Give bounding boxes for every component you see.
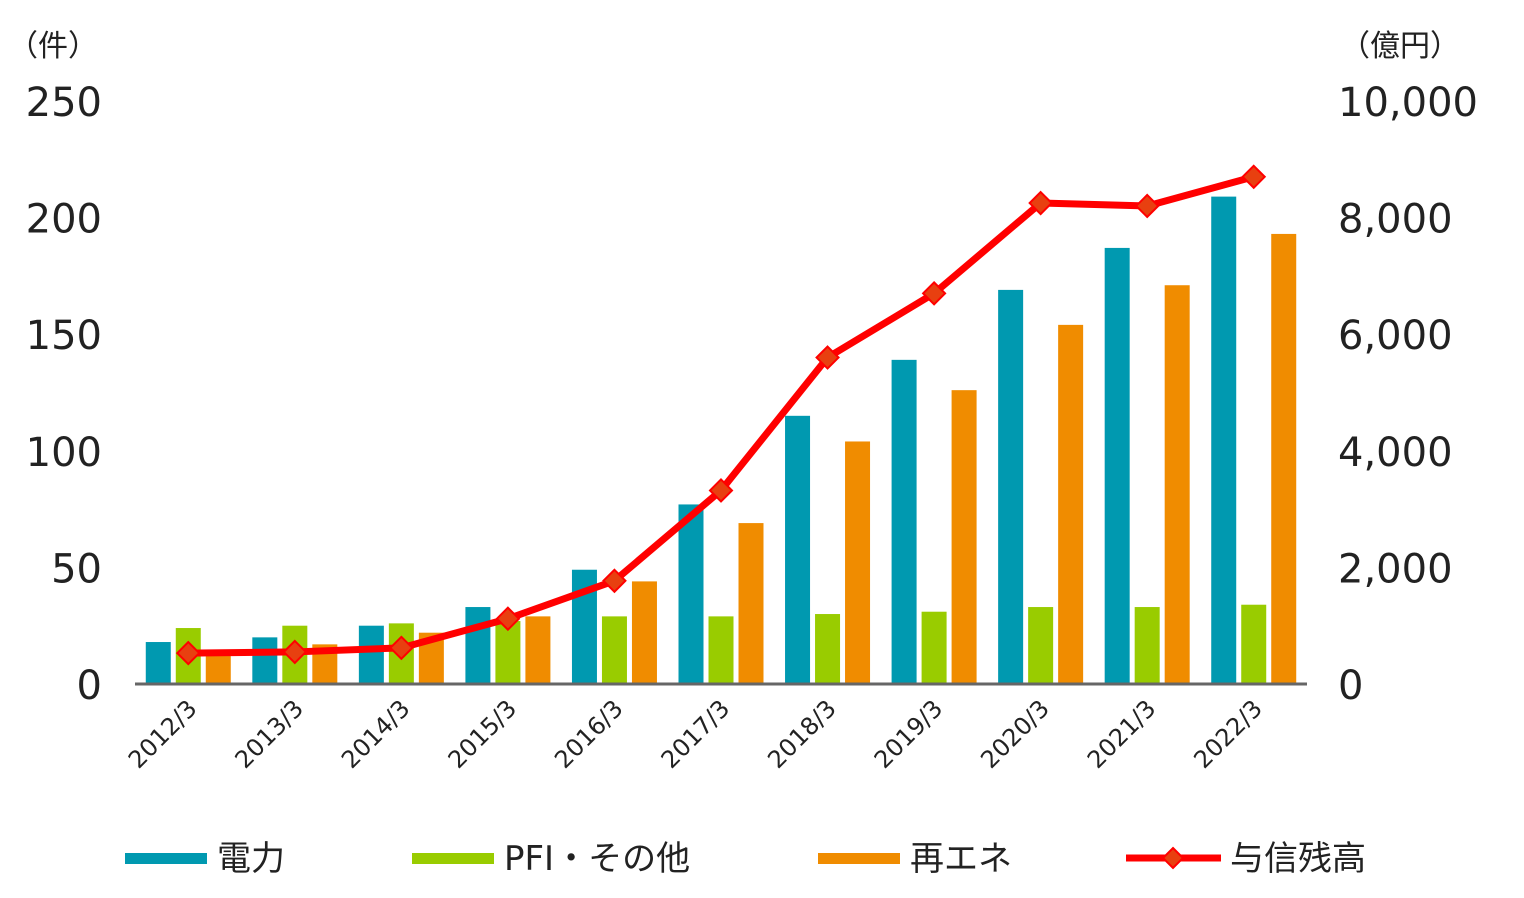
left-axis-tick-label: 0 [77, 663, 102, 709]
legend-swatch [412, 853, 494, 864]
bar-renewable [1164, 285, 1190, 684]
legend-label: PFI・その他 [504, 839, 690, 879]
x-axis-tick-label: 2015/3 [443, 694, 523, 774]
bar-renewable [951, 390, 977, 684]
bar-pfi-other [1241, 604, 1267, 684]
bar-renewable [631, 581, 657, 684]
credit-balance-point [921, 280, 947, 306]
legend-swatch [818, 853, 900, 864]
legend-marker [1161, 846, 1185, 870]
x-axis-tick-label: 2018/3 [762, 694, 842, 774]
left-axis-tick-label: 250 [26, 80, 102, 126]
bar-power [358, 625, 384, 684]
left-axis-tick-label: 200 [26, 197, 102, 243]
credit-balance-point [388, 635, 414, 661]
x-axis-tick-label: 2017/3 [656, 694, 736, 774]
x-axis-tick-label: 2012/3 [123, 694, 203, 774]
credit-balance-point [708, 478, 734, 503]
bar-pfi-other [815, 614, 841, 684]
bar-renewable [738, 523, 764, 684]
legend-label: 与信残高 [1230, 839, 1366, 879]
bar-power [465, 607, 491, 684]
credit-balance-point [1134, 193, 1160, 219]
bar-power [785, 415, 811, 684]
x-axis-tick-label: 2022/3 [1188, 694, 1268, 774]
left-axis-unit-label: （件） [8, 29, 98, 64]
x-axis-tick-label: 2013/3 [230, 694, 310, 774]
credit-balance-point [815, 345, 840, 370]
right-axis-tick-label: 0 [1338, 663, 1363, 709]
left-axis-ticks: 0 50 100 150 200 250 [26, 80, 102, 709]
x-axis-tick-label: 2016/3 [549, 694, 629, 774]
legend: 電力 PFI・その他 再エネ 与信残高 [125, 839, 1366, 879]
legend-swatch [125, 853, 207, 864]
left-axis-tick-label: 150 [26, 313, 102, 359]
right-axis-ticks: 0 2,000 4,000 6,000 8,000 10,000 [1338, 80, 1478, 709]
credit-balance-point [602, 568, 627, 594]
right-axis-tick-label: 10,000 [1338, 80, 1478, 126]
bar-series-group [145, 196, 1297, 684]
right-axis-tick-label: 6,000 [1338, 313, 1453, 359]
bar-pfi-other [708, 616, 734, 684]
bar-pfi-other [1028, 607, 1054, 684]
left-axis-tick-label: 100 [26, 430, 102, 476]
bar-renewable [1058, 324, 1084, 684]
bar-power [1104, 247, 1130, 684]
bar-pfi-other [1134, 607, 1160, 684]
bar-power [678, 504, 704, 684]
credit-balance-point [1241, 164, 1267, 190]
credit-balance-point [175, 640, 201, 666]
bar-renewable [525, 616, 551, 684]
credit-balance-line [188, 173, 1255, 657]
right-axis-tick-label: 2,000 [1338, 546, 1453, 592]
x-axis-tick-label: 2021/3 [1082, 694, 1162, 774]
bar-power [1211, 196, 1237, 684]
credit-balance-point [1028, 190, 1054, 216]
bar-pfi-other [495, 621, 521, 684]
bar-power [998, 289, 1024, 684]
bar-pfi-other [601, 616, 627, 684]
right-axis-tick-label: 8,000 [1338, 197, 1453, 243]
left-axis-tick-label: 50 [51, 546, 102, 592]
bar-power [252, 637, 278, 684]
credit-balance-point [282, 639, 308, 665]
bar-renewable [205, 656, 231, 684]
bar-renewable [1271, 233, 1297, 684]
right-axis-unit-label: （億円） [1340, 29, 1460, 64]
bar-renewable [845, 441, 871, 684]
line-series-group [175, 164, 1267, 666]
right-axis-tick-label: 4,000 [1338, 430, 1453, 476]
bar-power [891, 359, 917, 684]
x-axis-ticks: 2012/3 2013/3 2014/3 2015/3 2016/3 2017/3 2018… [123, 694, 1268, 774]
x-axis-tick-label: 2014/3 [336, 694, 416, 774]
legend-label: 再エネ [910, 839, 1012, 879]
x-axis-tick-label: 2019/3 [869, 694, 949, 774]
x-axis-tick-label: 2020/3 [975, 694, 1055, 774]
legend-label: 電力 [217, 839, 285, 879]
bar-power [145, 642, 171, 684]
credit-balance-point [495, 606, 521, 632]
bar-pfi-other [921, 611, 947, 684]
